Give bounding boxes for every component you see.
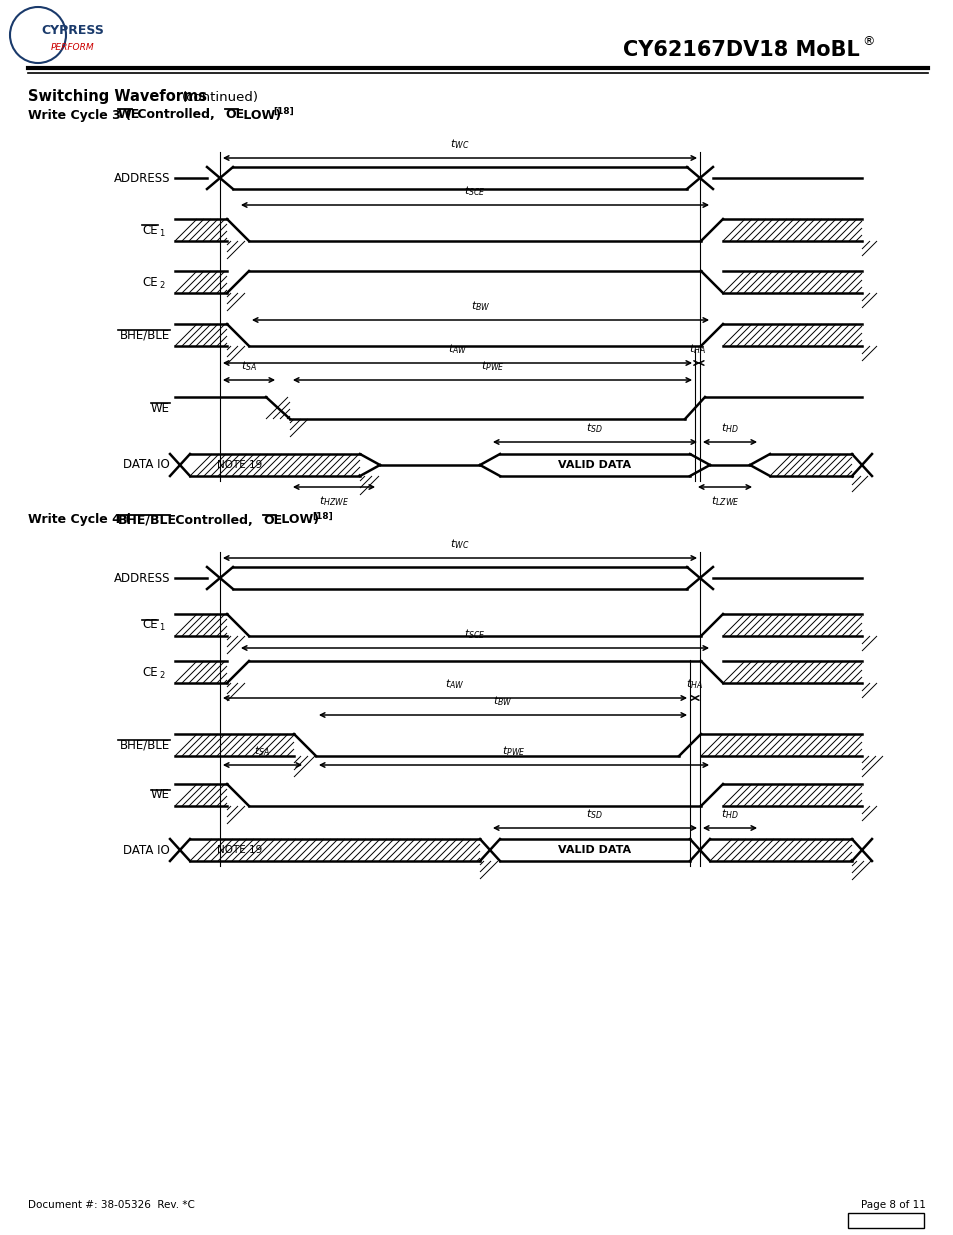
Text: PERFORM: PERFORM [51,42,94,52]
Text: t$_{SD}$: t$_{SD}$ [586,808,603,821]
Text: t$_{HD}$: t$_{HD}$ [720,421,739,435]
Text: DATA IO: DATA IO [123,844,170,857]
Text: t$_{AW}$: t$_{AW}$ [445,677,464,692]
Bar [847,1213,923,1228]
Text: t$_{LZWE}$: t$_{LZWE}$ [710,494,739,508]
Text: Write Cycle 3 (: Write Cycle 3 ( [28,109,131,121]
Text: DATA IO: DATA IO [123,458,170,472]
Text: VALID DATA: VALID DATA [558,459,631,471]
Text: t$_{WC}$: t$_{WC}$ [450,537,469,551]
Text: CE: CE [142,224,158,236]
Text: t$_{AW}$: t$_{AW}$ [447,342,467,356]
Text: t$_{SA}$: t$_{SA}$ [254,745,271,758]
Text: (continued): (continued) [182,90,258,104]
Text: t$_{HZWE}$: t$_{HZWE}$ [318,494,349,508]
Text: 2: 2 [159,671,164,679]
Text: t$_{SD}$: t$_{SD}$ [586,421,603,435]
Text: CE: CE [142,275,158,289]
Text: ADDRESS: ADDRESS [113,572,170,584]
Text: Write Cycle 4 (: Write Cycle 4 ( [28,514,131,526]
Text: Switching Waveforms: Switching Waveforms [28,89,207,105]
Text: t$_{PWE}$: t$_{PWE}$ [480,359,504,373]
Text: Page 8 of 11: Page 8 of 11 [861,1200,925,1210]
Text: 2: 2 [159,280,164,289]
Text: t$_{SCE}$: t$_{SCE}$ [464,184,485,198]
Text: NOTE 19: NOTE 19 [217,459,262,471]
Text: Controlled,: Controlled, [132,109,219,121]
Text: CE: CE [142,619,158,631]
Text: t$_{SCE}$: t$_{SCE}$ [464,627,485,641]
Text: 1: 1 [159,228,164,237]
Text: Controlled,: Controlled, [171,514,257,526]
Text: 1: 1 [159,624,164,632]
Text: t$_{HA}$: t$_{HA}$ [686,677,702,692]
Text: [18]: [18] [273,106,294,116]
Text: BHE/BLE: BHE/BLE [118,514,177,526]
Text: LOW): LOW) [276,514,319,526]
Text: NOTE 19: NOTE 19 [217,845,262,855]
Text: t$_{BW}$: t$_{BW}$ [493,694,513,708]
Text: t$_{HD}$: t$_{HD}$ [720,808,739,821]
Text: WE: WE [151,401,170,415]
Text: t$_{HA}$: t$_{HA}$ [688,342,705,356]
Text: WE: WE [118,109,140,121]
Text: [18]: [18] [312,511,333,520]
Text: OE: OE [225,109,244,121]
Text: Document #: 38-05326  Rev. *C: Document #: 38-05326 Rev. *C [28,1200,194,1210]
Text: ®: ® [862,36,874,48]
Text: OE: OE [263,514,282,526]
Text: CYPRESS: CYPRESS [42,23,104,37]
Text: t$_{SA}$: t$_{SA}$ [241,359,256,373]
Text: LOW): LOW) [239,109,281,121]
Text: t$_{WC}$: t$_{WC}$ [450,137,469,151]
Text: t$_{BW}$: t$_{BW}$ [470,299,490,312]
Text: t$_{PWE}$: t$_{PWE}$ [501,745,525,758]
Text: VALID DATA: VALID DATA [558,845,631,855]
Text: BHE/BLE: BHE/BLE [120,739,170,752]
Text: CE: CE [142,666,158,678]
Text: CY62167DV18 MoBL: CY62167DV18 MoBL [622,40,859,61]
Text: WE: WE [151,788,170,802]
Text: ADDRESS: ADDRESS [113,172,170,184]
Text: BHE/BLE: BHE/BLE [120,329,170,342]
